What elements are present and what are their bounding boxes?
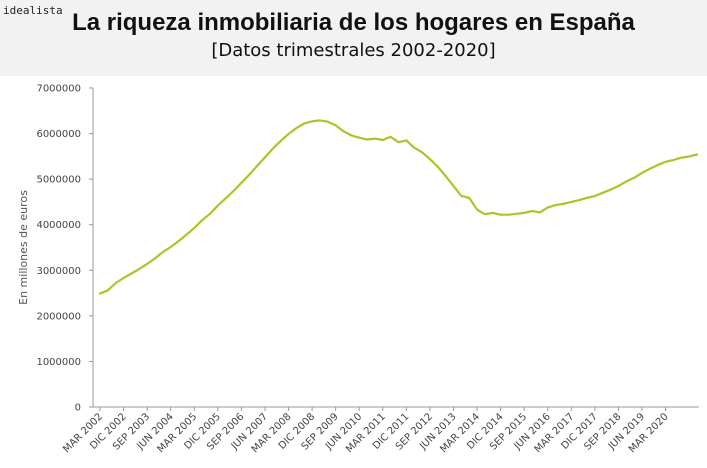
y-tick-label: 2000000	[36, 311, 81, 322]
y-tick-label: 5000000	[36, 175, 81, 186]
header-bar	[0, 0, 707, 76]
y-tick-label: 3000000	[36, 266, 81, 277]
chart-subtitle: [Datos trimestrales 2002-2020]	[211, 40, 496, 61]
y-tick-label: 0	[75, 403, 81, 414]
y-tick-label: 6000000	[36, 129, 81, 140]
series-line-riqueza	[98, 119, 699, 295]
brand-logo: idealista	[3, 4, 63, 17]
y-tick-label: 4000000	[36, 220, 81, 231]
y-axis-title: En millones de euros	[17, 190, 30, 305]
chart-title: La riqueza inmobiliaria de los hogares e…	[72, 9, 635, 36]
y-tick-label: 1000000	[36, 357, 81, 368]
y-tick-label: 7000000	[36, 84, 81, 95]
